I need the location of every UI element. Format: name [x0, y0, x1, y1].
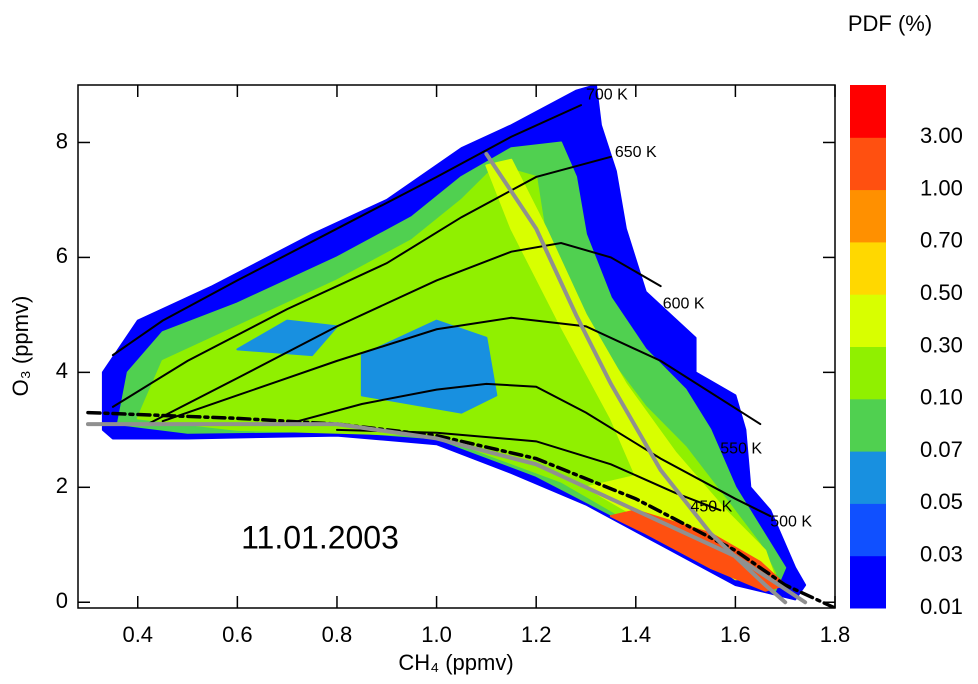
line-layer	[85, 104, 835, 608]
x-tick-label: 0.4	[122, 622, 153, 647]
colorbar-band	[850, 346, 886, 400]
colorbar-band	[850, 398, 886, 452]
x-tick-label: 1.8	[820, 622, 851, 647]
colorbar-band	[850, 451, 886, 504]
isentrope	[161, 316, 762, 426]
colorbar-tick-label: 1.00	[920, 175, 963, 200]
y-tick-label: 4	[56, 358, 68, 383]
colorbar-title: PDF (%)	[848, 11, 932, 36]
isentrope-label: 550 K	[720, 440, 762, 457]
colorbar-tick-label: 0.01	[920, 594, 963, 619]
colorbar-tick-label: 0.05	[920, 489, 963, 514]
pdf-region	[360, 319, 498, 414]
isentrope-label: 700 K	[586, 86, 628, 103]
contour-layer	[101, 85, 807, 601]
x-tick-label: 1.2	[521, 622, 552, 647]
isentrope	[111, 104, 583, 357]
pdf-region	[609, 509, 787, 592]
colorbar-tick-label: 3.00	[920, 123, 963, 148]
colorbar-band	[850, 189, 886, 243]
y-tick-label: 8	[56, 128, 68, 153]
colorbar-tick-label: 0.03	[920, 542, 963, 567]
fit-curve	[484, 151, 788, 605]
y-tick-label: 6	[56, 243, 68, 268]
x-tick-label: 0.8	[322, 622, 353, 647]
colorbar-tick-label: 0.70	[920, 228, 963, 253]
x-tick-label: 0.6	[222, 622, 253, 647]
plot-frame	[77, 84, 836, 609]
x-tick-label: 1.6	[720, 622, 751, 647]
isentrope	[146, 242, 662, 426]
y-tick-label: 0	[56, 588, 68, 613]
colorbar-band	[850, 85, 886, 138]
isentrope-label: 500 K	[770, 513, 812, 530]
x-tick-label: 1.0	[421, 622, 452, 647]
isentrope	[286, 382, 772, 518]
isentrope	[111, 155, 612, 408]
reference-curve	[86, 410, 835, 608]
colorbar-band	[850, 555, 886, 609]
colorbar-band	[850, 503, 886, 557]
isentrope-label: 450 K	[690, 499, 732, 516]
date-annotation: 11.01.2003	[241, 519, 399, 555]
isentrope-label: 600 K	[663, 295, 705, 312]
colorbar-band	[850, 137, 886, 191]
colorbar-tick-label: 0.07	[920, 437, 963, 462]
colorbar-band	[850, 294, 886, 347]
x-axis-label: CH₄ (ppmv)	[398, 650, 513, 675]
y-axis-label: O₃ (ppmv)	[8, 296, 33, 397]
colorbar-tick-label: 0.10	[920, 385, 963, 410]
isentrope-label: 650 K	[615, 144, 657, 161]
colorbar-band	[850, 241, 886, 295]
y-tick-label: 2	[56, 473, 68, 498]
colorbar-tick-label: 0.50	[920, 280, 963, 305]
colorbar-tick-label: 0.30	[920, 332, 963, 357]
x-tick-label: 1.4	[620, 622, 651, 647]
